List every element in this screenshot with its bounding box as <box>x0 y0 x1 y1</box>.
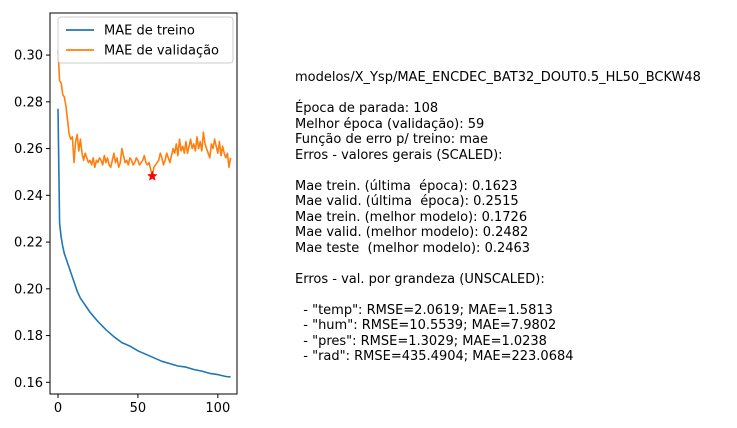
x-tick-label: 0 <box>54 401 62 416</box>
summary-line: Época de parada: 108 <box>295 101 439 116</box>
summary-line <box>295 86 701 102</box>
y-tick-label: 0.30 <box>14 49 43 64</box>
summary-line: Mae trein. (melhor modelo): 0.1726 <box>295 209 528 225</box>
run-summary-text: modelos/X_Ysp/MAE_ENCDEC_BAT32_DOUT0.5_H… <box>295 70 701 365</box>
summary-line: - "pres": RMSE=1.3029; MAE=1.0238 <box>295 333 547 349</box>
y-tick-label: 0.26 <box>14 142 43 157</box>
y-tick-label: 0.20 <box>14 282 43 297</box>
summary-line: - "hum": RMSE=10.5539; MAE=7.9802 <box>295 318 557 333</box>
summary-line: - "temp": RMSE=2.0619; MAE=1.5813 <box>295 302 553 318</box>
summary-line: modelos/X_Ysp/MAE_ENCDEC_BAT32_DOUT0.5_H… <box>295 70 701 85</box>
summary-line: Mae valid. (melhor modelo): 0.2482 <box>295 225 529 240</box>
axes-frame <box>49 12 238 395</box>
legend-label: MAE de validação <box>104 44 219 59</box>
y-tick-label: 0.28 <box>14 95 43 110</box>
legend-box <box>57 16 234 64</box>
y-tick-label: 0.24 <box>14 189 43 204</box>
summary-line: Mae teste (melhor modelo): 0.2463 <box>295 240 531 256</box>
summary-line: Função de erro p/ treino: mae <box>295 132 488 147</box>
summary-line: Mae trein. (última época): 0.1623 <box>295 178 518 194</box>
summary-line <box>295 163 701 179</box>
y-tick-label: 0.18 <box>14 329 43 344</box>
summary-line: - "rad": RMSE=435.4904; MAE=223.0684 <box>295 349 574 364</box>
x-tick-label: 100 <box>205 401 230 416</box>
y-tick-label: 0.22 <box>14 236 43 251</box>
series-line-treino <box>57 108 231 378</box>
legend-label: MAE de treino <box>104 24 195 39</box>
summary-line: Melhor época (validação): 59 <box>295 116 485 132</box>
summary-line: Mae valid. (última época): 0.2515 <box>295 194 519 209</box>
y-tick-label: 0.16 <box>14 376 43 391</box>
best-epoch-marker <box>146 170 158 181</box>
summary-line: Erros - valores gerais (SCALED): <box>295 147 503 163</box>
summary-line <box>295 287 701 303</box>
summary-line: Erros - val. por grandeza (UNSCALED): <box>295 271 545 287</box>
series-line-validacao <box>57 50 232 177</box>
summary-line <box>295 256 701 272</box>
training-chart: 0 50 100 0.16 0.18 0.20 0.22 0.24 0.26 0.28 0.30 M… <box>14 12 238 416</box>
x-tick-label: 50 <box>130 401 147 416</box>
